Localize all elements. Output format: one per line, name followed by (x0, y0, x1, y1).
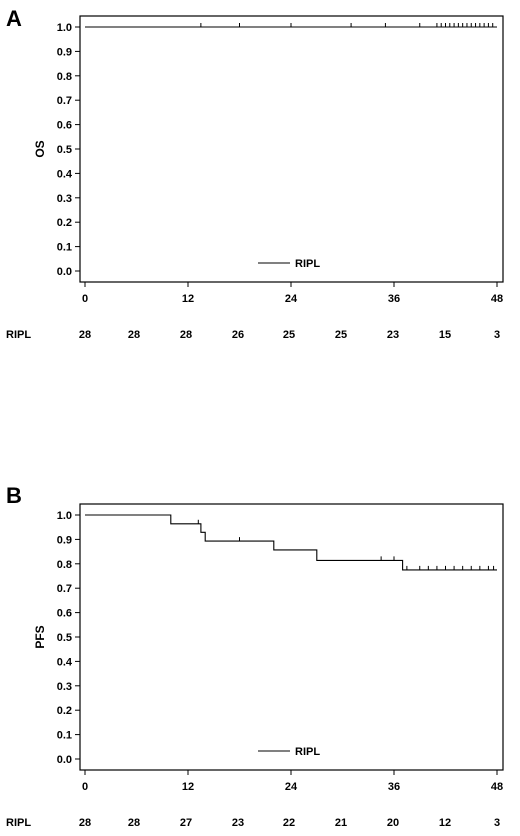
legend-label: RIPL (295, 746, 320, 758)
risk-row-label: RIPL (6, 329, 31, 341)
risk-value: 23 (387, 329, 399, 341)
risk-value: 28 (128, 329, 140, 341)
legend-label: RIPL (295, 258, 320, 270)
y-tick-label: 0.8 (57, 71, 72, 83)
y-tick-label: 0.7 (57, 583, 72, 595)
x-tick-label: 36 (388, 781, 400, 793)
y-tick-label: 0.5 (57, 144, 72, 156)
y-tick-label: 0.3 (57, 193, 72, 205)
risk-value: 22 (283, 817, 295, 829)
risk-row-label: RIPL (6, 817, 31, 829)
y-tick-label: 0.3 (57, 681, 72, 693)
x-tick-label: 24 (285, 293, 298, 305)
risk-value: 27 (180, 817, 192, 829)
y-tick-label: 0.6 (57, 608, 72, 620)
y-tick-label: 0.4 (57, 656, 73, 668)
y-axis-title: PFS (33, 625, 47, 648)
risk-value: 15 (439, 329, 451, 341)
y-tick-label: 0.0 (57, 754, 72, 766)
risk-value: 3 (494, 329, 500, 341)
y-tick-label: 0.2 (57, 217, 72, 229)
x-tick-label: 0 (82, 293, 88, 305)
x-tick-label: 24 (285, 781, 298, 793)
y-tick-label: 0.8 (57, 559, 72, 571)
risk-value: 28 (180, 329, 192, 341)
x-tick-label: 12 (182, 293, 194, 305)
y-axis-title: OS (33, 140, 47, 157)
risk-value: 23 (232, 817, 244, 829)
x-tick-label: 12 (182, 781, 194, 793)
risk-value: 25 (335, 329, 347, 341)
risk-value: 26 (232, 329, 244, 341)
plot-frame (79, 503, 504, 771)
y-tick-label: 0.4 (57, 168, 73, 180)
risk-value: 28 (79, 329, 91, 341)
risk-value: 20 (387, 817, 399, 829)
risk-value: 3 (494, 817, 500, 829)
x-tick-label: 0 (82, 781, 88, 793)
y-tick-label: 1.0 (57, 22, 72, 34)
risk-value: 28 (128, 817, 140, 829)
y-tick-label: 0.9 (57, 46, 72, 58)
y-tick-label: 1.0 (57, 510, 72, 522)
y-tick-label: 0.1 (57, 730, 72, 742)
risk-value: 25 (283, 329, 295, 341)
risk-value: 21 (335, 817, 347, 829)
y-tick-label: 0.1 (57, 242, 72, 254)
risk-value: 12 (439, 817, 451, 829)
y-tick-label: 0.7 (57, 95, 72, 107)
x-tick-label: 48 (491, 781, 503, 793)
y-tick-label: 0.5 (57, 632, 72, 644)
y-tick-label: 0.0 (57, 266, 72, 278)
panel-letter-A: A (6, 6, 22, 31)
series-line-ripl (85, 514, 497, 571)
x-tick-label: 36 (388, 293, 400, 305)
plot-frame (79, 15, 504, 283)
y-tick-label: 0.2 (57, 705, 72, 717)
risk-value: 28 (79, 817, 91, 829)
x-tick-label: 48 (491, 293, 503, 305)
y-tick-label: 0.6 (57, 120, 72, 132)
y-tick-label: 0.9 (57, 534, 72, 546)
panel-letter-B: B (6, 483, 22, 508)
